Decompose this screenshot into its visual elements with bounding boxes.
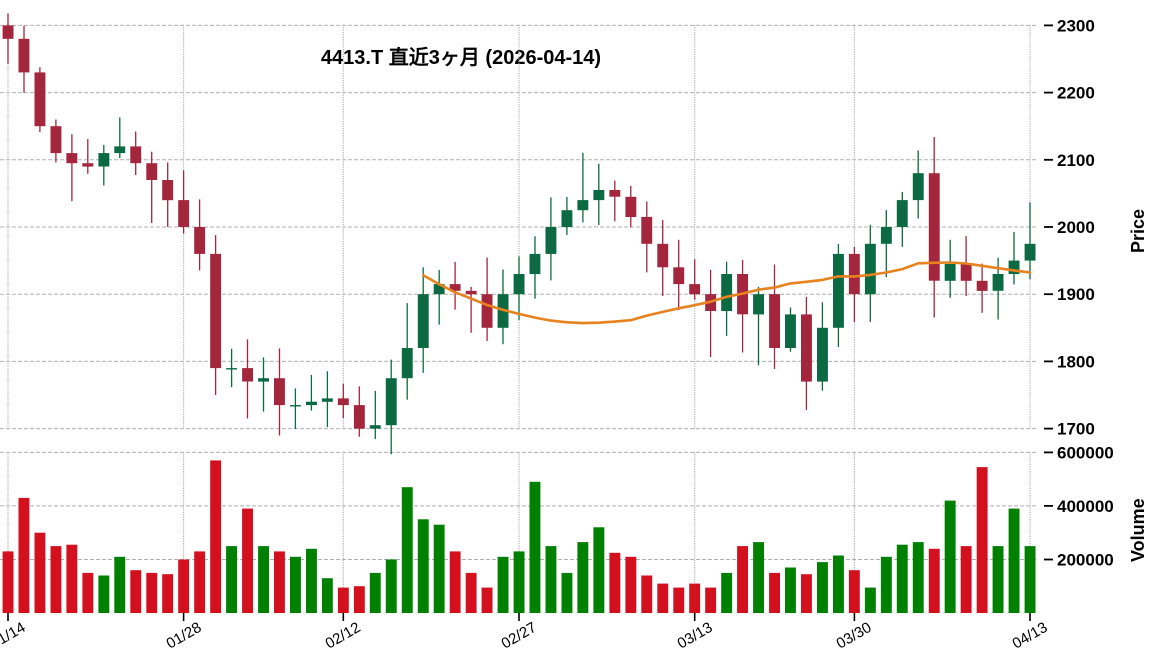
svg-text:2000: 2000 [1057, 218, 1095, 237]
svg-text:200000: 200000 [1057, 551, 1114, 570]
svg-text:2200: 2200 [1057, 84, 1095, 103]
svg-text:400000: 400000 [1057, 497, 1114, 516]
svg-text:2300: 2300 [1057, 16, 1095, 35]
svg-text:1900: 1900 [1057, 285, 1095, 304]
svg-text:1700: 1700 [1057, 420, 1095, 439]
svg-text:1800: 1800 [1057, 352, 1095, 371]
svg-text:2100: 2100 [1057, 151, 1095, 170]
svg-text:600000: 600000 [1057, 443, 1114, 462]
